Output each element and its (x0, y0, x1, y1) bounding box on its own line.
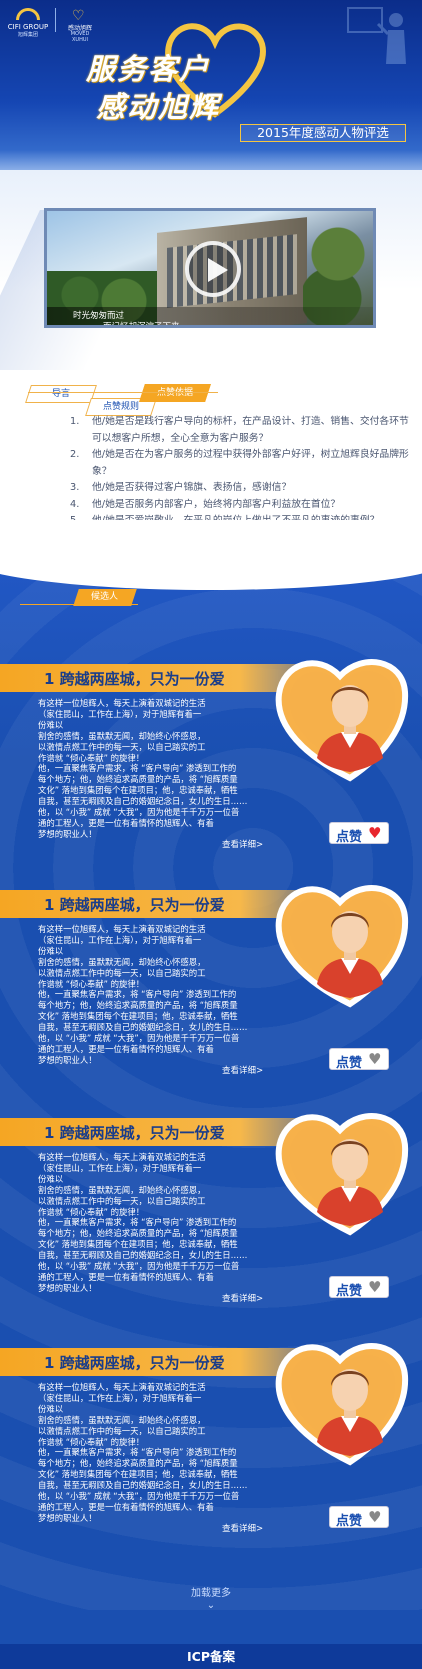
view-details-link[interactable]: 查看详细> (222, 1294, 264, 1304)
candidate-card: 1 跨越两座城，只为一份爱有这样一位旭辉人，每天上演着双城记的生活 （家住昆山，… (0, 1113, 422, 1328)
video-subtitle-line2: 而记忆却沉淀了下来 (103, 322, 180, 328)
candidate-avatar-heart (275, 659, 409, 782)
cifi-logo[interactable]: CIFI GROUP 旭辉集团 (6, 6, 50, 38)
candidate-description: 有这样一位旭辉人，每天上演着双城记的生活 （家住昆山，工作在上海），对于旭辉有着… (38, 1152, 248, 1293)
footer-icp: ICP备案 (0, 1644, 422, 1669)
heart-icon: ♥ (368, 1050, 382, 1068)
view-details-link[interactable]: 查看详细> (222, 1524, 264, 1534)
video-subtitle-line1: 时光匆匆而过 (73, 311, 125, 321)
tab-criteria-label: 点赞依据 (156, 388, 193, 398)
candidate-avatar-heart (275, 1113, 409, 1236)
play-icon (208, 258, 228, 282)
candidate-card: 1 跨越两座城，只为一份爱有这样一位旭辉人，每天上演着双城记的生活 （家住昆山，… (0, 659, 422, 874)
load-more-button[interactable]: 加载更多 (191, 1588, 231, 1599)
criteria-item: 4. 他/她是否服务内部客户，始终将内部客户利益放在首位？ (70, 498, 341, 510)
cifi-logo-icon (16, 8, 40, 20)
year-banner: 2015年度感动人物评选 (240, 124, 406, 142)
candidate-description: 有这样一位旭辉人，每天上演着双城记的生活 （家住昆山，工作在上海），对于旭辉有着… (38, 1382, 248, 1523)
like-label: 点赞 (336, 1514, 363, 1529)
candidate-title-band (0, 1348, 300, 1376)
tab-underline (28, 392, 218, 393)
moved-logo-subtext: MOVED XUHUI (70, 31, 90, 43)
candidate-description: 有这样一位旭辉人，每天上演着双城记的生活 （家住昆山，工作在上海），对于旭辉有着… (38, 698, 248, 839)
chevron-down-icon[interactable]: ⌄ (206, 1600, 216, 1611)
presenter-silhouette-icon (347, 7, 406, 64)
candidate-title-band (0, 664, 300, 692)
like-button[interactable]: 点赞 ♥ (329, 1276, 389, 1299)
candidates-tag-label: 候选人 (91, 592, 119, 602)
candidate-card: 1 跨越两座城，只为一份爱有这样一位旭辉人，每天上演着双城记的生活 （家住昆山，… (0, 885, 422, 1100)
candidate-title[interactable]: 1 跨越两座城，只为一份爱 (44, 896, 225, 914)
candidate-avatar-heart (275, 1343, 409, 1466)
section-top-curve (0, 520, 422, 590)
candidate-title[interactable]: 1 跨越两座城，只为一份爱 (44, 670, 225, 688)
criteria-item: 1. 他/她是否是践行客户导向的标杆，在产品设计、打造、销售、交付各环节可以想客户… (70, 416, 409, 444)
heart-icon: ♥ (368, 1278, 382, 1296)
candidate-title[interactable]: 1 跨越两座城，只为一份爱 (44, 1354, 225, 1372)
candidate-card: 1 跨越两座城，只为一份爱有这样一位旭辉人，每天上演着双城记的生活 （家住昆山，… (0, 1343, 422, 1558)
candidate-title-band (0, 1118, 300, 1146)
moved-xuhui-logo: ♡ 感动旭辉 MOVED XUHUI (62, 6, 98, 43)
video-player[interactable]: 时光匆匆而过 而记忆却沉淀了下来 (44, 208, 376, 328)
like-label: 点赞 (336, 1284, 363, 1299)
cifi-logo-text: CIFI GROUP (7, 23, 49, 31)
candidate-title[interactable]: 1 跨越两座城，只为一份爱 (44, 1124, 225, 1142)
video-subtitle-bar (47, 307, 373, 325)
heart-icon: ♥ (368, 824, 382, 842)
gold-heart-icon (165, 23, 266, 118)
tab-intro[interactable]: 导言 (25, 385, 97, 403)
play-button[interactable] (185, 241, 241, 297)
view-details-link[interactable]: 查看详细> (222, 1066, 264, 1076)
video-section: 时光匆匆而过 而记忆却沉淀了下来 (0, 170, 422, 510)
headline-line1: 服务客户 (86, 52, 211, 86)
heart-logo-icon: ♡ (72, 8, 85, 24)
candidate-title-band (0, 890, 300, 918)
tab-criteria[interactable]: 点赞依据 (139, 384, 211, 402)
candidate-description: 有这样一位旭辉人，每天上演着双城记的生活 （家住昆山，工作在上海），对于旭辉有着… (38, 924, 248, 1065)
candidate-avatar-heart (275, 885, 409, 1008)
criteria-item: 2. 他/她是否在为客户服务的过程中获得外部客户好评，树立旭辉良好品牌形象？ (70, 449, 409, 477)
moved-logo-text: 感动旭辉 (67, 25, 92, 32)
like-button[interactable]: 点赞 ♥ (329, 1506, 389, 1529)
tab-intro-label: 导言 (51, 389, 70, 399)
headline-line2: 感动旭辉 (96, 90, 221, 124)
view-details-link[interactable]: 查看详细> (222, 840, 264, 850)
heart-icon: ♥ (368, 1508, 382, 1526)
like-label: 点赞 (336, 830, 363, 845)
like-button[interactable]: 点赞 ♥ (329, 1048, 389, 1071)
candidates-tag: 候选人 (73, 589, 137, 606)
header-banner: CIFI GROUP 旭辉集团 ♡ 感动旭辉 MOVED XUHUI 服务客户 … (0, 0, 422, 190)
logo-divider (55, 8, 56, 32)
like-label: 点赞 (336, 1056, 363, 1071)
criteria-item: 3. 他/她是否获得过客户锦旗、表扬信，感谢信？ (70, 482, 292, 493)
like-button[interactable]: 点赞 ♥ (329, 822, 389, 845)
tab-rules-label: 点赞规则 (102, 402, 139, 412)
cifi-logo-subtext: 旭辉集团 (17, 32, 38, 38)
